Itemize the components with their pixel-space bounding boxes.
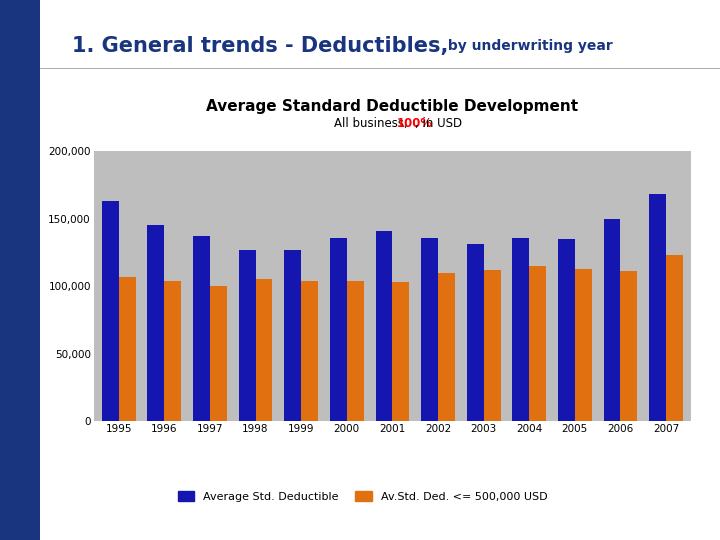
Bar — [148, 226, 164, 421]
Bar — [575, 268, 592, 421]
Bar — [421, 238, 438, 421]
Bar — [558, 239, 575, 421]
Bar — [256, 280, 272, 421]
Bar — [513, 238, 529, 421]
Text: Average Standard Deductible Development: Average Standard Deductible Development — [207, 99, 578, 114]
Text: by underwriting year: by underwriting year — [443, 39, 613, 53]
Bar — [603, 219, 621, 421]
Bar — [238, 249, 256, 421]
Bar — [193, 237, 210, 421]
Bar — [301, 281, 318, 421]
Bar — [119, 276, 135, 421]
Bar — [347, 281, 364, 421]
Text: 100%: 100% — [397, 117, 433, 130]
Bar — [438, 273, 455, 421]
Bar — [529, 266, 546, 421]
Bar — [666, 255, 683, 421]
Text: , in USD: , in USD — [415, 117, 462, 130]
Legend: Average Std. Deductible, Av.Std. Ded. <= 500,000 USD: Average Std. Deductible, Av.Std. Ded. <=… — [178, 491, 547, 502]
Bar — [210, 286, 227, 421]
Bar — [649, 194, 666, 421]
Bar — [392, 282, 409, 421]
Bar — [330, 238, 347, 421]
Bar — [467, 244, 484, 421]
Bar — [284, 249, 301, 421]
Bar — [376, 231, 392, 421]
Bar — [484, 270, 500, 421]
Bar — [621, 271, 637, 421]
Bar — [102, 201, 119, 421]
Bar — [164, 281, 181, 421]
Text: All business,: All business, — [334, 117, 412, 130]
Text: 1. General trends - Deductibles,: 1. General trends - Deductibles, — [72, 36, 449, 56]
